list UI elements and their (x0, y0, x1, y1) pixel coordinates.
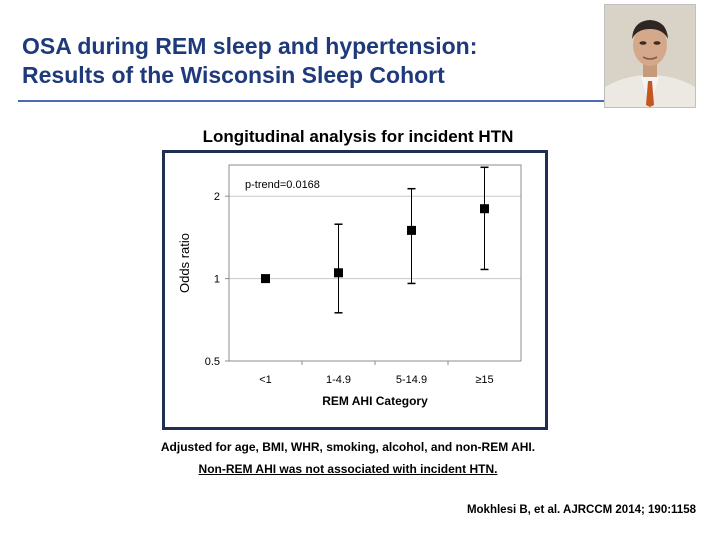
slide-title-line-2: Results of the Wisconsin Sleep Cohort (22, 62, 445, 88)
chart-title: Longitudinal analysis for incident HTN (202, 127, 514, 146)
y-tick-label: 1 (214, 274, 220, 286)
x-tick-label: <1 (259, 374, 272, 386)
slide-title-line-1: OSA during REM sleep and hypertension: (22, 33, 478, 59)
odds-ratio-chart: 0.5 1 2 <1 1-4.9 5-14.9 ≥15 p-trend=0.0168 Odd… (177, 164, 522, 408)
data-point (480, 204, 489, 214)
x-tick-label: 1-4.9 (326, 374, 351, 386)
non-rem-note: Non-REM AHI was not associated with inci… (100, 462, 596, 476)
data-point (261, 274, 270, 284)
slide-title: OSA during REM sleep and hypertension: R… (22, 32, 477, 90)
x-tick-label: ≥15 (475, 374, 493, 386)
y-tick-label: 2 (214, 191, 220, 203)
chart-frame: 0.5 1 2 <1 1-4.9 5-14.9 ≥15 p-trend=0.0168 Odd… (162, 150, 548, 430)
data-point (407, 225, 416, 235)
title-divider (18, 100, 604, 102)
x-tick-label: 5-14.9 (396, 374, 427, 386)
x-axis-label: REM AHI Category (322, 394, 428, 408)
adjustment-note: Adjusted for age, BMI, WHR, smoking, alc… (160, 440, 536, 454)
p-trend-annotation: p-trend=0.0168 (245, 179, 320, 191)
data-point (334, 268, 343, 278)
presenter-photo (604, 4, 696, 108)
citation: Mokhlesi B, et al. AJRCCM 2014; 190:1158 (466, 504, 696, 516)
y-tick-label: 0.5 (205, 356, 220, 368)
plot-area (228, 164, 522, 362)
non-rem-note-text: Non-REM AHI was not associated with inci… (198, 462, 498, 476)
y-axis-label: Odds ratio (177, 233, 192, 293)
